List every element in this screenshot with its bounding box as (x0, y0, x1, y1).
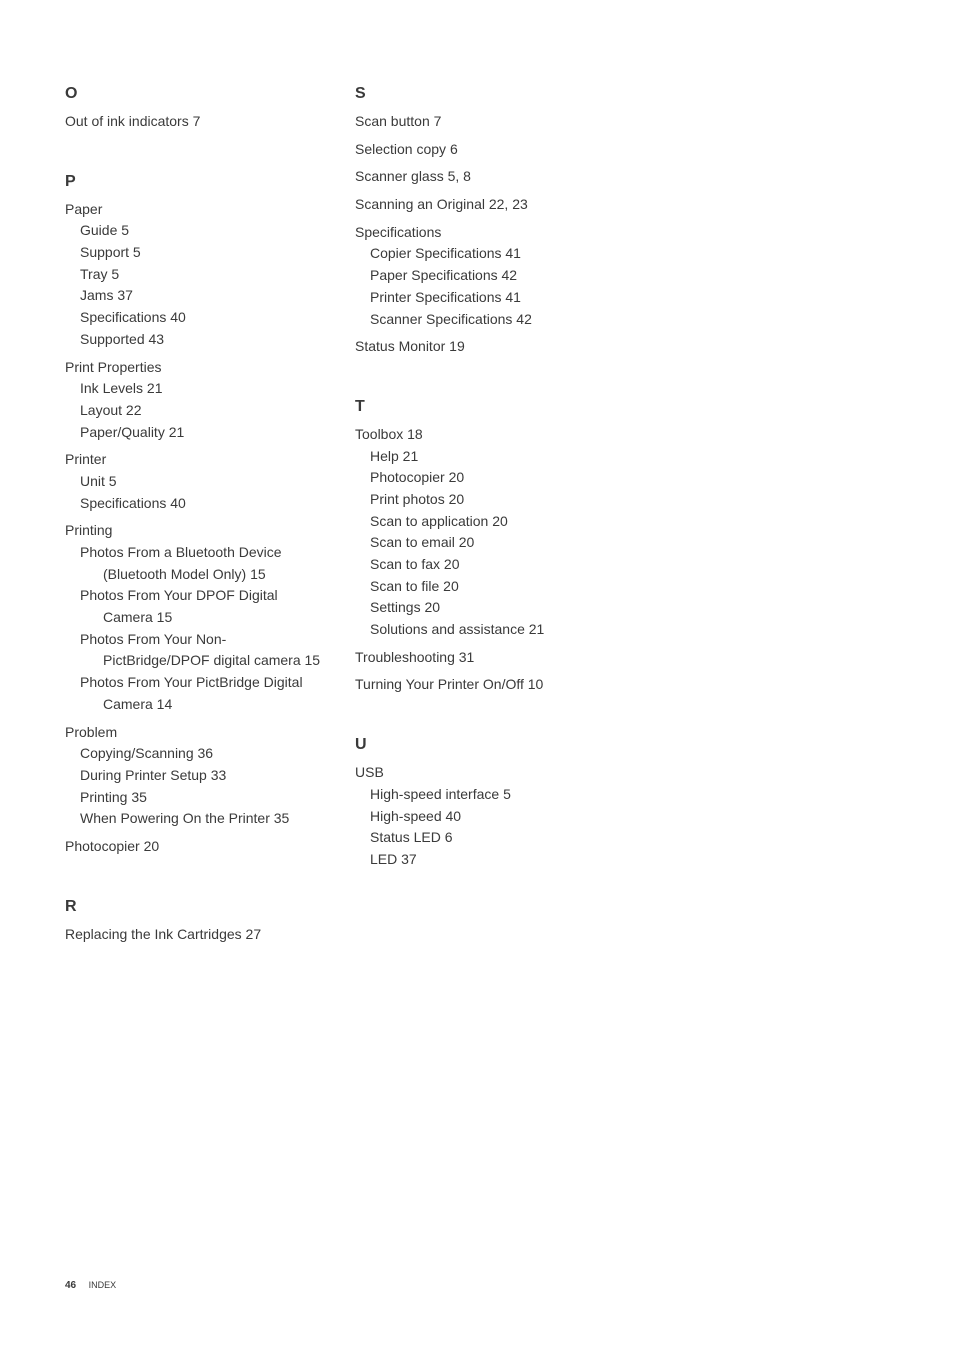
index-entry: Problem (65, 722, 325, 744)
index-entry: Status Monitor 19 (355, 336, 615, 358)
section-letter-s: S (355, 85, 615, 103)
index-entry: Scanner Specifications 42 (355, 309, 615, 331)
index-entry: Print photos 20 (355, 489, 615, 511)
index-entry: Scanning an Original 22, 23 (355, 194, 615, 216)
index-entry: High-speed interface 5 (355, 784, 615, 806)
index-entry: Tray 5 (65, 264, 325, 286)
footer-label: INDEX (89, 1280, 117, 1290)
index-entry: High-speed 40 (355, 806, 615, 828)
index-entry: Troubleshooting 31 (355, 647, 615, 669)
section-u-entries: USBHigh-speed interface 5High-speed 40St… (355, 762, 615, 870)
index-entry: LED 37 (355, 849, 615, 871)
index-entry: Layout 22 (65, 400, 325, 422)
index-entry: Jams 37 (65, 285, 325, 307)
index-entry: Supported 43 (65, 329, 325, 351)
section-letter-u: U (355, 736, 615, 754)
index-entry: Copying/Scanning 36 (65, 743, 325, 765)
index-entry: When Powering On the Printer 35 (65, 808, 325, 830)
section-r-entries: Replacing the Ink Cartridges 27 (65, 924, 325, 946)
index-entry: Unit 5 (65, 471, 325, 493)
index-entry: Printer Specifications 41 (355, 287, 615, 309)
index-entry: Turning Your Printer On/Off 10 (355, 674, 615, 696)
index-entry: Selection copy 6 (355, 139, 615, 161)
section-letter-r: R (65, 898, 325, 916)
section-u: U USBHigh-speed interface 5High-speed 40… (355, 736, 615, 870)
index-entry: Photos From Your DPOF Digital Camera 15 (65, 585, 325, 628)
index-entry: Copier Specifications 41 (355, 243, 615, 265)
index-entry: Printer (65, 449, 325, 471)
index-entry: Paper Specifications 42 (355, 265, 615, 287)
index-entry: Photos From a Bluetooth Device (Bluetoot… (65, 542, 325, 585)
section-o: O Out of ink indicators 7 (65, 85, 325, 133)
section-s-entries: Scan button 7 Selection copy 6 Scanner gla… (355, 111, 615, 358)
column-1: O Out of ink indicators 7 P PaperGuide 5… (65, 85, 325, 973)
index-entry: Scan button 7 (355, 111, 615, 133)
index-entry: Scan to file 20 (355, 576, 615, 598)
index-entry: Help 21 (355, 446, 615, 468)
index-entry: Solutions and assistance 21 (355, 619, 615, 641)
index-entry: Scan to email 20 (355, 532, 615, 554)
index-entry: Support 5 (65, 242, 325, 264)
section-letter-p: P (65, 173, 325, 191)
column-2: S Scan button 7 Selection copy 6 Scanner g… (355, 85, 615, 973)
index-entry: Out of ink indicators 7 (65, 111, 325, 133)
index-entry: Toolbox 18 (355, 424, 615, 446)
index-entry: Specifications (355, 222, 615, 244)
index-entry: Printing (65, 520, 325, 542)
section-s: S Scan button 7 Selection copy 6 Scanner g… (355, 85, 615, 358)
section-o-entries: Out of ink indicators 7 (65, 111, 325, 133)
section-p-entries: PaperGuide 5Support 5Tray 5Jams 37Specif… (65, 199, 325, 858)
section-r: R Replacing the Ink Cartridges 27 (65, 898, 325, 946)
index-entry: Replacing the Ink Cartridges 27 (65, 924, 325, 946)
index-entry: USB (355, 762, 615, 784)
index-entry: Print Properties (65, 357, 325, 379)
index-entry: Scanner glass 5, 8 (355, 166, 615, 188)
section-p: P PaperGuide 5Support 5Tray 5Jams 37Spec… (65, 173, 325, 858)
index-entry: Photos From Your PictBridge Digital Came… (65, 672, 325, 715)
index-entry: Photos From Your Non-PictBridge/DPOF dig… (65, 629, 325, 672)
page-number: 46 (65, 1280, 76, 1291)
index-entry: Status LED 6 (355, 827, 615, 849)
index-entry: Specifications 40 (65, 493, 325, 515)
index-entry: Scan to fax 20 (355, 554, 615, 576)
index-entry: Ink Levels 21 (65, 378, 325, 400)
index-entry: Photocopier 20 (65, 836, 325, 858)
index-entry: Paper (65, 199, 325, 221)
index-entry: Guide 5 (65, 220, 325, 242)
index-columns: O Out of ink indicators 7 P PaperGuide 5… (65, 85, 889, 973)
section-t: T Toolbox 18Help 21Photocopier 20Print p… (355, 398, 615, 696)
section-t-entries: Toolbox 18Help 21Photocopier 20Print pho… (355, 424, 615, 696)
index-entry: Paper/Quality 21 (65, 422, 325, 444)
index-entry: Specifications 40 (65, 307, 325, 329)
page-footer: 46 INDEX (65, 1280, 116, 1291)
section-letter-o: O (65, 85, 325, 103)
index-entry: During Printer Setup 33 (65, 765, 325, 787)
index-entry: Printing 35 (65, 787, 325, 809)
index-entry: Scan to application 20 (355, 511, 615, 533)
index-entry: Settings 20 (355, 597, 615, 619)
index-entry: Photocopier 20 (355, 467, 615, 489)
section-letter-t: T (355, 398, 615, 416)
